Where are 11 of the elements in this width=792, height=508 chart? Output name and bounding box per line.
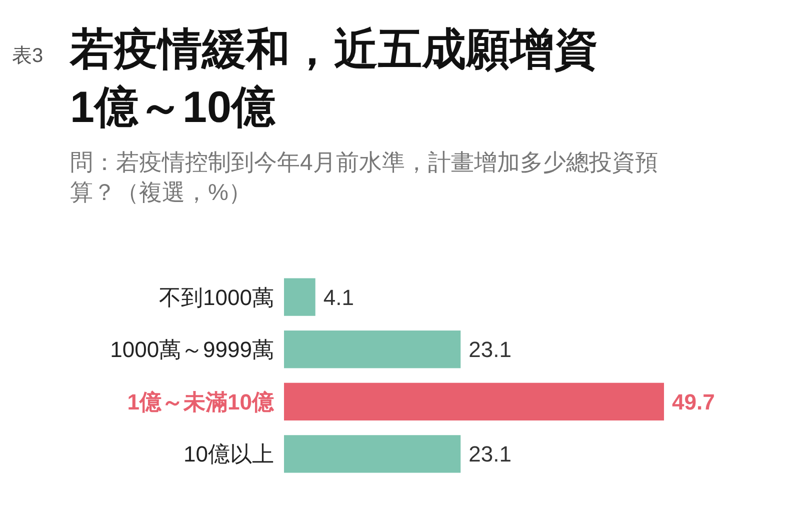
data-label: 23.1 bbox=[468, 337, 512, 362]
text: 表3 bbox=[12, 45, 44, 67]
chart-title: 若疫情緩和，近五成願增資 1億～10億 bbox=[69, 25, 598, 132]
data-label: 4.1 bbox=[323, 284, 354, 310]
data-label: 49.7 bbox=[672, 389, 715, 414]
chart-subtitle: 問：若疫情控制到今年4月前水準，計畫增加多少總投資預算？（複選，%） bbox=[70, 149, 658, 205]
y-tick-label: 1000萬～9999萬 bbox=[110, 337, 274, 362]
y-tick-label: 不到1000萬 bbox=[159, 284, 274, 310]
data-label: 23.1 bbox=[468, 442, 512, 467]
y-tick-label: 1億～未滿10億 bbox=[127, 389, 275, 414]
y-tick-label: 10億以上 bbox=[184, 442, 274, 467]
